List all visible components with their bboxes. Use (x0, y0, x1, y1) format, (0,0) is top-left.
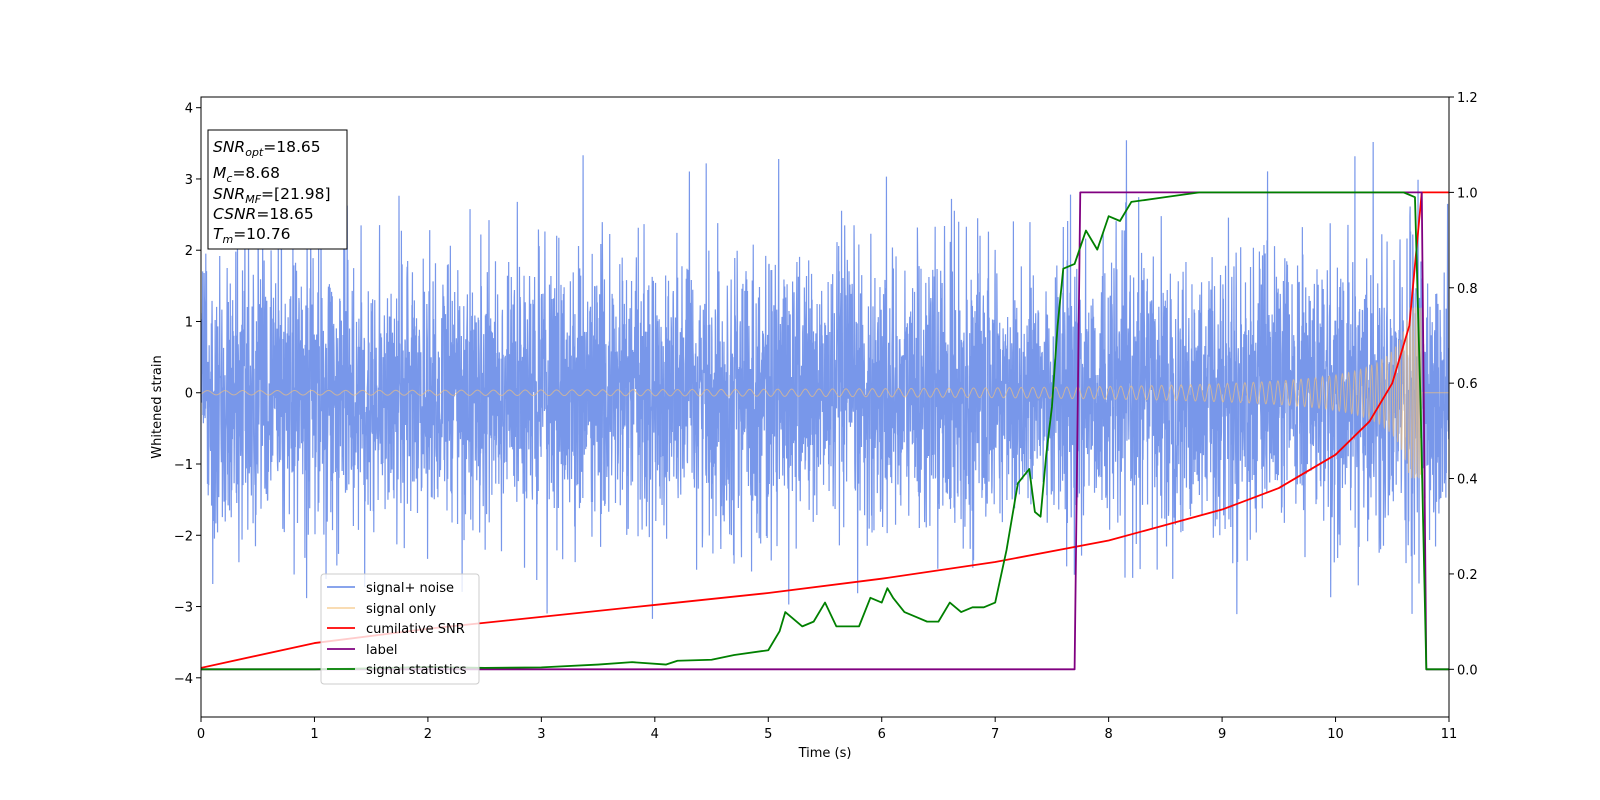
y-tick-label: 4 (185, 102, 193, 117)
series-signal-noise (201, 140, 1449, 619)
info-value: =[21.98] (261, 185, 330, 203)
legend-entry: signal statistics (366, 663, 467, 678)
info-value: =18.65 (256, 205, 313, 223)
info-line: SNRopt=18.65 (213, 138, 321, 159)
legend-entry: signal only (366, 602, 436, 617)
x-tick-label: 11 (1441, 727, 1458, 742)
info-line: Tm=10.76 (213, 225, 291, 246)
info-subscript: opt (245, 146, 264, 159)
y-tick-label: 3 (185, 173, 193, 188)
x-tick-label: 9 (1218, 727, 1226, 742)
legend-entry: label (366, 643, 397, 658)
y2-tick-label: 0.2 (1457, 568, 1478, 583)
info-symbol: CSNR (213, 205, 256, 223)
legend-entry: cumilative SNR (366, 622, 465, 637)
info-symbol: SNR (213, 185, 245, 203)
y-tick-label: 2 (185, 244, 193, 259)
legend-frame (320, 573, 480, 685)
axes-frame (200, 96, 1450, 718)
x-tick-label: 2 (424, 727, 432, 742)
plot-area (201, 140, 1449, 671)
info-box-frame (207, 129, 348, 250)
info-symbol: SNR (213, 138, 245, 156)
info-symbol: M (213, 164, 226, 182)
legend: signal+ noise signal only cumilative SNR la… (320, 573, 480, 685)
info-line: SNRMF=[21.98] (213, 185, 331, 206)
info-line: CSNR=18.65 (213, 205, 314, 223)
ticks: 0 1 2 3 4 5 6 7 8 9 10 1143210−1−2−3−41.21.00.80.60… (174, 91, 1478, 742)
info-symbol: T (213, 225, 224, 243)
series-signal-only (201, 307, 1449, 479)
y2-tick-label: 1.0 (1457, 186, 1478, 201)
info-line: Mc=8.68 (213, 164, 280, 185)
info-value: =10.76 (233, 225, 290, 243)
y-tick-label: −1 (174, 458, 193, 473)
legend-entry: signal+ noise (366, 581, 454, 596)
x-tick-label: 6 (878, 727, 886, 742)
y-tick-label: −2 (174, 529, 193, 544)
info-value: =18.65 (263, 138, 320, 156)
y-tick-label: 1 (185, 315, 193, 330)
y-tick-label: −4 (174, 672, 193, 687)
y2-tick-label: 1.2 (1457, 91, 1478, 106)
y2-tick-label: 0.6 (1457, 377, 1478, 392)
info-value: =8.68 (232, 164, 280, 182)
x-tick-label: 10 (1327, 727, 1344, 742)
series-cumulative-snr (201, 191, 1449, 669)
y2-tick-label: 0.4 (1457, 473, 1478, 488)
x-tick-label: 0 (197, 727, 205, 742)
y-tick-label: 0 (185, 387, 193, 402)
x-axis-label: Time (s) (798, 746, 852, 761)
info-subscript: c (226, 172, 232, 185)
y-tick-label: −3 (174, 601, 193, 616)
x-tick-label: 3 (537, 727, 545, 742)
x-tick-label: 7 (991, 727, 999, 742)
series-signal-statistics (201, 191, 1449, 671)
x-tick-label: 8 (1104, 727, 1112, 742)
x-tick-label: 1 (310, 727, 318, 742)
x-tick-label: 4 (651, 727, 659, 742)
y2-tick-label: 0.0 (1457, 663, 1478, 678)
info-subscript: m (222, 233, 233, 246)
info-box: SNRopt=18.65Mc=8.68SNRMF=[21.98]CSNR=18.… (207, 129, 348, 250)
info-subscript: MF (245, 193, 261, 206)
x-tick-label: 5 (764, 727, 772, 742)
y2-tick-label: 0.8 (1457, 282, 1478, 297)
y-axis-label: Whitened strain (150, 355, 165, 458)
